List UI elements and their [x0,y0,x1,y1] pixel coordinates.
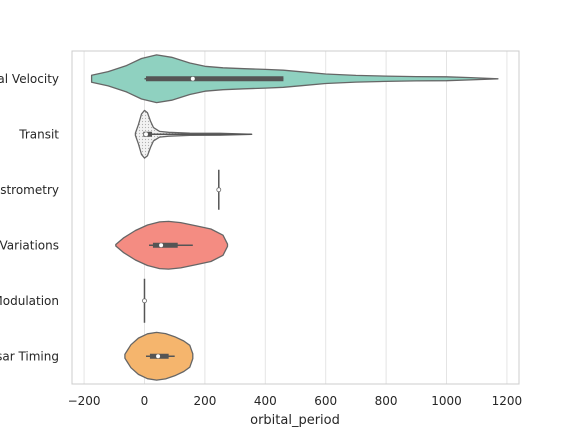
x-tick-labels: −200 0 200 400 600 800 1000 1200 [68,394,523,408]
x-tick-label: 0 [141,394,149,408]
violin-body [90,54,499,104]
violin-group [216,169,222,210]
median-point [156,354,161,359]
x-tick-label: 200 [193,394,216,408]
grid-lines [83,51,508,384]
median-point [159,243,164,248]
x-tick-label: 400 [254,394,277,408]
x-tick-label: 1200 [492,394,523,408]
iqr-box [145,76,284,82]
violin-group [90,54,499,104]
y-tick-label: al Velocity [0,72,59,86]
x-tick-label: −200 [68,394,101,408]
x-tick-label: 1000 [431,394,462,408]
plot-frame [71,50,520,385]
violins [90,54,499,381]
median-point [190,76,195,81]
median-point [143,132,148,137]
y-tick-label: Transit [18,127,59,141]
y-tick-label: Variations [0,238,59,252]
violin-group [134,109,253,159]
x-tick-label: 600 [314,394,337,408]
violin-group [115,220,229,270]
y-tick-label: Astrometry [0,183,59,197]
x-tick-label: 800 [375,394,398,408]
plot-background [72,51,519,384]
iqr-box [152,242,178,248]
median-point [142,298,147,304]
y-tick-label: sar Timing [0,349,59,363]
violin-group [124,331,194,381]
y-tick-labels: al Velocity Transit Astrometry Variations Mo… [0,72,59,364]
violin-group [142,278,147,323]
y-tick-label: Modulation [0,294,59,308]
x-axis-label: orbital_period [250,413,340,428]
median-point [216,187,222,193]
